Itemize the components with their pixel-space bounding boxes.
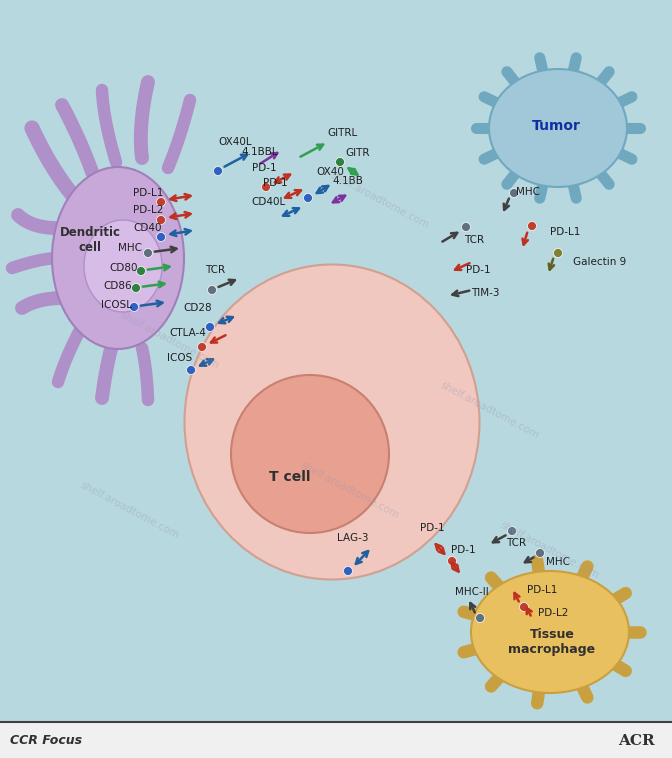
Ellipse shape (489, 69, 627, 187)
Text: shelf.aroadtome.com: shelf.aroadtome.com (299, 459, 401, 520)
Circle shape (136, 267, 146, 275)
Text: GITRL: GITRL (327, 128, 357, 138)
Circle shape (448, 556, 456, 565)
Text: Galectin 9: Galectin 9 (573, 257, 626, 267)
Text: ICOS: ICOS (167, 353, 193, 363)
Circle shape (476, 613, 485, 622)
Text: TCR: TCR (205, 265, 225, 275)
Text: PD-L1: PD-L1 (527, 585, 557, 595)
Text: OX40L: OX40L (218, 137, 252, 147)
Text: GITR: GITR (346, 148, 370, 158)
Text: PD-L2: PD-L2 (538, 608, 569, 618)
Ellipse shape (471, 571, 629, 693)
Circle shape (208, 286, 216, 295)
Circle shape (206, 322, 214, 331)
Circle shape (519, 603, 528, 612)
Text: CD40L: CD40L (251, 197, 285, 207)
Text: CD40: CD40 (134, 223, 162, 233)
Text: PD-1: PD-1 (466, 265, 491, 275)
Circle shape (132, 283, 140, 293)
Text: T cell: T cell (269, 470, 310, 484)
Circle shape (536, 549, 544, 557)
Circle shape (157, 233, 165, 242)
Text: TIM-3: TIM-3 (471, 288, 499, 298)
Text: 4.1BB: 4.1BB (333, 176, 364, 186)
Text: CD80: CD80 (110, 263, 138, 273)
Text: MHC: MHC (546, 557, 570, 567)
Circle shape (187, 365, 196, 374)
Circle shape (198, 343, 206, 352)
Circle shape (130, 302, 138, 312)
Text: shelf.aroadtome.com: shelf.aroadtome.com (79, 480, 181, 540)
Circle shape (554, 249, 562, 258)
Text: CTLA-4: CTLA-4 (169, 328, 206, 338)
Circle shape (157, 198, 165, 206)
Text: shelf.aroadtome.com: shelf.aroadtome.com (119, 310, 221, 371)
Ellipse shape (84, 220, 162, 312)
Text: TCR: TCR (464, 235, 484, 245)
Ellipse shape (231, 375, 389, 533)
Circle shape (214, 167, 222, 176)
Circle shape (157, 215, 165, 224)
Text: Dendritic
cell: Dendritic cell (60, 226, 120, 254)
Text: PD-1: PD-1 (263, 178, 288, 188)
Text: PD-L1: PD-L1 (550, 227, 580, 237)
Text: shelf.aroadtome.com: shelf.aroadtome.com (499, 520, 601, 581)
Text: ACR: ACR (618, 734, 655, 748)
Circle shape (528, 221, 536, 230)
Text: CCR Focus: CCR Focus (10, 735, 82, 747)
Circle shape (304, 193, 312, 202)
Text: 4.1BBL: 4.1BBL (242, 147, 278, 157)
Text: CD28: CD28 (183, 303, 212, 313)
Text: ICOSL: ICOSL (101, 300, 132, 310)
FancyBboxPatch shape (0, 0, 672, 722)
Text: TCR: TCR (506, 538, 526, 548)
Circle shape (507, 527, 517, 535)
Text: CD86: CD86 (103, 281, 132, 291)
Text: PD-L2: PD-L2 (133, 205, 163, 215)
Text: MHC: MHC (516, 187, 540, 197)
FancyBboxPatch shape (0, 722, 672, 758)
Text: shelf.aroadtome.com: shelf.aroadtome.com (329, 170, 431, 230)
Text: PD-1: PD-1 (451, 545, 475, 555)
Ellipse shape (185, 265, 480, 580)
Text: Tissue
macrophage: Tissue macrophage (509, 628, 595, 656)
Text: PD-L1: PD-L1 (133, 188, 163, 198)
Circle shape (261, 183, 271, 192)
Circle shape (144, 249, 153, 258)
Text: MHC-II: MHC-II (455, 587, 489, 597)
Text: OX40: OX40 (316, 167, 344, 177)
Circle shape (335, 158, 345, 167)
Circle shape (462, 223, 470, 231)
Text: shelf.aroadtome.com: shelf.aroadtome.com (439, 380, 541, 440)
Text: PD-1: PD-1 (252, 163, 276, 173)
Text: Tumor: Tumor (532, 119, 581, 133)
Text: PD-1: PD-1 (420, 523, 444, 533)
Text: LAG-3: LAG-3 (337, 533, 369, 543)
Text: MHC: MHC (118, 243, 142, 253)
Circle shape (343, 566, 353, 575)
Ellipse shape (52, 167, 184, 349)
Circle shape (509, 189, 519, 198)
